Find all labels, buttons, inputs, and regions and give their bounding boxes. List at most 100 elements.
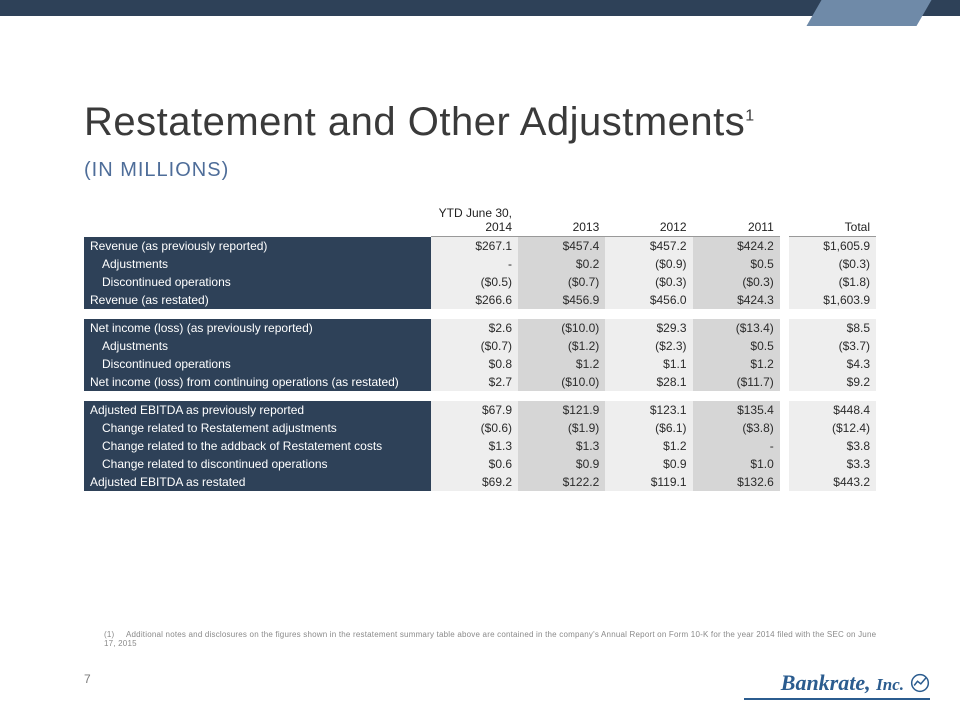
col-header: 2012	[605, 204, 692, 237]
cell: -	[693, 437, 780, 455]
cell: $132.6	[693, 473, 780, 491]
cell: $1.1	[605, 355, 692, 373]
table-row: Change related to discontinued operation…	[84, 455, 876, 473]
cell: $0.9	[605, 455, 692, 473]
cell: $0.6	[431, 455, 518, 473]
col-header: 2011	[693, 204, 780, 237]
cell: $29.3	[605, 319, 692, 337]
row-label: Net income (loss) from continuing operat…	[84, 373, 431, 391]
table-body: Revenue (as previously reported)$267.1$4…	[84, 237, 876, 492]
table-head: YTD June 30, 2014 2013 2012 2011 Total	[84, 204, 876, 237]
cell: $135.4	[693, 401, 780, 419]
cell: $457.4	[518, 237, 605, 256]
row-label: Adjustments	[84, 255, 431, 273]
cell: $456.9	[518, 291, 605, 309]
title-text: Restatement and Other Adjustments	[84, 100, 745, 144]
cell: ($10.0)	[518, 319, 605, 337]
chart-circle-icon	[910, 673, 930, 693]
footnote-text: Additional notes and disclosures on the …	[104, 630, 876, 648]
table-row: Revenue (as restated)$266.6$456.9$456.0$…	[84, 291, 876, 309]
page-number: 7	[84, 672, 91, 686]
row-label: Change related to discontinued operation…	[84, 455, 431, 473]
cell: $69.2	[431, 473, 518, 491]
table-row: Net income (loss) (as previously reporte…	[84, 319, 876, 337]
row-label: Adjusted EBITDA as previously reported	[84, 401, 431, 419]
title-footnote-ref: 1	[745, 108, 754, 125]
footnote-number: (1)	[104, 630, 124, 639]
cell: $0.5	[693, 255, 780, 273]
cell-total: $448.4	[789, 401, 876, 419]
table-row: Change related to Restatement adjustment…	[84, 419, 876, 437]
row-label: Change related to the addback of Restate…	[84, 437, 431, 455]
brand-name: Bankrate, Inc.	[781, 670, 904, 696]
slide-body: Restatement and Other Adjustments1 (IN M…	[84, 100, 876, 491]
cell: ($11.7)	[693, 373, 780, 391]
table-row: Discontinued operations($0.5)($0.7)($0.3…	[84, 273, 876, 291]
cell-total: $3.8	[789, 437, 876, 455]
cell: $1.3	[431, 437, 518, 455]
cell: $424.2	[693, 237, 780, 256]
brand-underline	[744, 698, 930, 700]
cell: $123.1	[605, 401, 692, 419]
cell: $0.8	[431, 355, 518, 373]
col-header: YTD June 30, 2014	[431, 204, 518, 237]
row-label: Net income (loss) (as previously reporte…	[84, 319, 431, 337]
cell: ($0.7)	[431, 337, 518, 355]
row-label: Revenue (as previously reported)	[84, 237, 431, 256]
table-row: Adjusted EBITDA as restated$69.2$122.2$1…	[84, 473, 876, 491]
cell: ($0.6)	[431, 419, 518, 437]
cell: $119.1	[605, 473, 692, 491]
cell-total: ($0.3)	[789, 255, 876, 273]
cell-total: $9.2	[789, 373, 876, 391]
row-label: Change related to Restatement adjustment…	[84, 419, 431, 437]
header-accent	[806, 0, 931, 26]
cell: $0.2	[518, 255, 605, 273]
row-label: Discontinued operations	[84, 355, 431, 373]
slide-subtitle: (IN MILLIONS)	[84, 159, 876, 182]
brand-logo: Bankrate, Inc.	[781, 670, 930, 696]
cell: ($0.9)	[605, 255, 692, 273]
cell: $1.3	[518, 437, 605, 455]
cell: ($2.3)	[605, 337, 692, 355]
row-label: Discontinued operations	[84, 273, 431, 291]
cell: ($0.5)	[431, 273, 518, 291]
cell: $1.2	[518, 355, 605, 373]
cell-total: $4.3	[789, 355, 876, 373]
cell-total: $3.3	[789, 455, 876, 473]
cell: $2.6	[431, 319, 518, 337]
cell-total: $8.5	[789, 319, 876, 337]
col-header: Total	[789, 204, 876, 237]
col-header: 2013	[518, 204, 605, 237]
cell: $1.0	[693, 455, 780, 473]
slide-title: Restatement and Other Adjustments1	[84, 100, 876, 145]
cell: ($13.4)	[693, 319, 780, 337]
table-row: Revenue (as previously reported)$267.1$4…	[84, 237, 876, 256]
cell: ($10.0)	[518, 373, 605, 391]
table-row: Adjustments($0.7)($1.2)($2.3)$0.5($3.7)	[84, 337, 876, 355]
cell: $28.1	[605, 373, 692, 391]
cell: $1.2	[605, 437, 692, 455]
financial-table: YTD June 30, 2014 2013 2012 2011 Total R…	[84, 204, 876, 491]
cell: ($0.7)	[518, 273, 605, 291]
row-label: Revenue (as restated)	[84, 291, 431, 309]
cell-total: $1,603.9	[789, 291, 876, 309]
cell: $424.3	[693, 291, 780, 309]
col-header-blank	[84, 204, 431, 237]
cell: ($3.8)	[693, 419, 780, 437]
cell-total: ($12.4)	[789, 419, 876, 437]
cell: $0.5	[693, 337, 780, 355]
table-row: Net income (loss) from continuing operat…	[84, 373, 876, 391]
cell: ($1.2)	[518, 337, 605, 355]
cell: ($0.3)	[693, 273, 780, 291]
cell: ($0.3)	[605, 273, 692, 291]
cell: $67.9	[431, 401, 518, 419]
cell-total: $1,605.9	[789, 237, 876, 256]
table-row: Adjusted EBITDA as previously reported$6…	[84, 401, 876, 419]
cell-total: ($3.7)	[789, 337, 876, 355]
cell: ($6.1)	[605, 419, 692, 437]
cell: -	[431, 255, 518, 273]
cell-total: ($1.8)	[789, 273, 876, 291]
footnote: (1) Additional notes and disclosures on …	[104, 630, 890, 648]
cell: $0.9	[518, 455, 605, 473]
row-label: Adjusted EBITDA as restated	[84, 473, 431, 491]
